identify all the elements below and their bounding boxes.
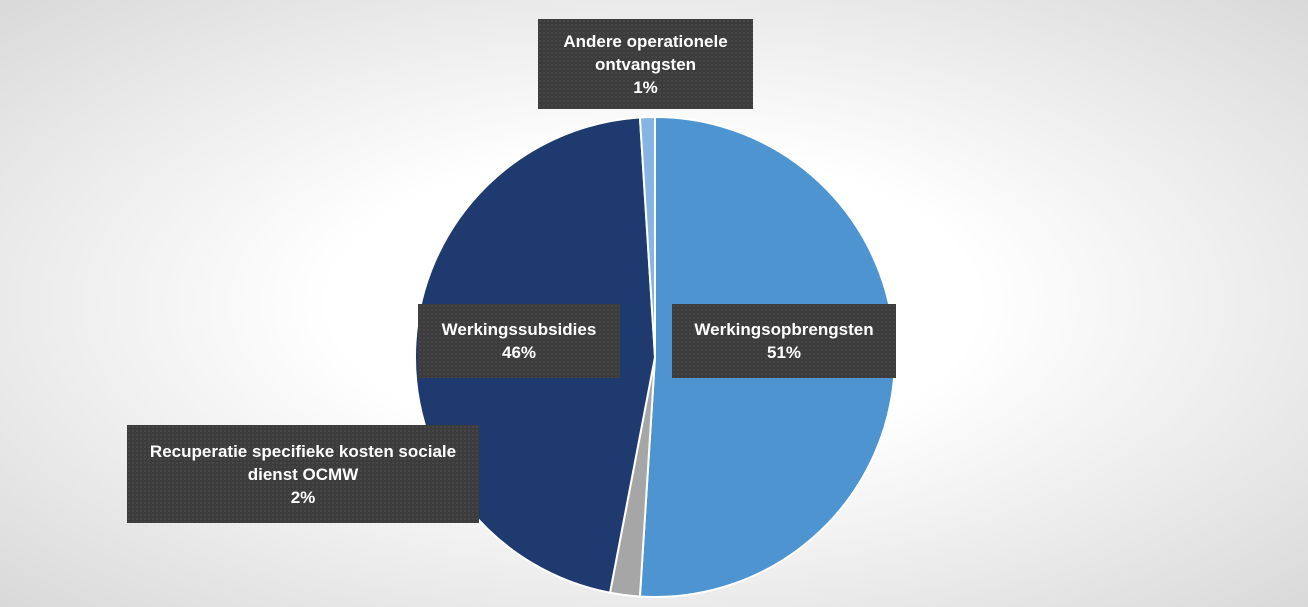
data-label: Werkingsopbrengsten 51% [672,304,896,378]
slice-value: 1% [633,77,658,97]
data-label: Recuperatie specifieke kosten sociale di… [127,425,479,523]
data-label: Werkingssubsidies 46% [418,304,620,378]
slice-name: Werkingsopbrengsten [694,320,874,339]
slice-name: Recuperatie specifieke kosten sociale di… [149,441,457,484]
slice-name: Werkingssubsidies [441,320,597,339]
data-label: Andere operationele ontvangsten 1% [538,19,753,109]
slice-value: 2% [290,487,316,507]
slice-value: 51% [766,343,802,362]
slice-value: 46% [501,343,537,362]
slice-name: Andere operationele ontvangsten [563,31,728,74]
pie-slice [638,115,656,358]
